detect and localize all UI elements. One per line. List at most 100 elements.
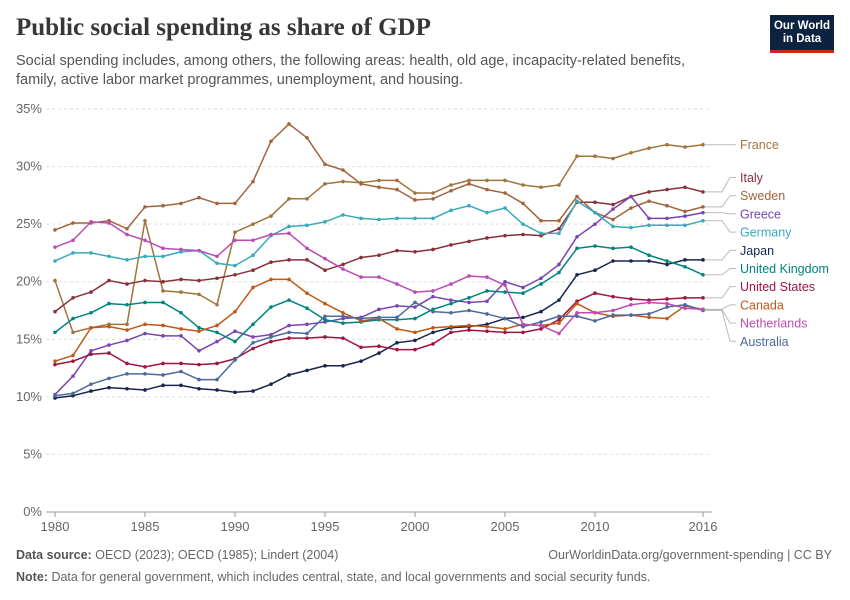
logo-line-1: Our World xyxy=(773,20,830,32)
data-point xyxy=(593,210,597,215)
data-point xyxy=(215,330,219,335)
data-point xyxy=(215,254,219,259)
data-point xyxy=(359,345,363,350)
data-point xyxy=(377,344,381,348)
data-point xyxy=(143,300,147,305)
data-point xyxy=(629,302,633,307)
data-point xyxy=(143,331,147,336)
data-point xyxy=(53,359,57,363)
data-point xyxy=(413,347,417,352)
data-point xyxy=(341,168,345,172)
data-point xyxy=(89,251,93,255)
data-point xyxy=(53,259,57,263)
data-point xyxy=(287,330,291,335)
label-connector xyxy=(705,267,736,276)
data-source-text[interactable]: OECD (2023); OECD (1985); Lindert (2004) xyxy=(95,548,339,562)
series-line xyxy=(54,292,703,368)
data-point xyxy=(413,316,417,321)
data-point xyxy=(593,319,597,323)
data-point xyxy=(593,154,597,159)
data-point xyxy=(629,206,633,210)
owid-logo[interactable]: Our World in Data xyxy=(770,15,834,53)
y-tick-label: 35% xyxy=(16,101,42,116)
data-point xyxy=(449,243,453,247)
data-point xyxy=(467,239,471,244)
series-label: Netherlands xyxy=(740,317,807,331)
data-point xyxy=(395,327,399,331)
data-point xyxy=(485,236,489,240)
data-point xyxy=(125,386,129,391)
data-point xyxy=(557,231,561,236)
data-point xyxy=(593,200,597,205)
data-point xyxy=(125,226,129,231)
data-point xyxy=(341,213,345,217)
data-point xyxy=(431,330,435,335)
data-point xyxy=(611,308,615,313)
data-point xyxy=(377,178,381,183)
series-label: Japan xyxy=(740,244,774,258)
data-point xyxy=(215,361,219,366)
data-point xyxy=(395,340,399,345)
data-point xyxy=(197,349,201,353)
data-point xyxy=(323,335,327,339)
data-point xyxy=(269,335,273,339)
y-tick-label: 0% xyxy=(23,504,42,519)
data-point xyxy=(107,343,111,347)
source-url[interactable]: OurWorldinData.org/government-spending |… xyxy=(548,548,832,562)
data-point xyxy=(557,270,561,275)
data-point xyxy=(413,216,417,221)
data-point xyxy=(413,191,417,195)
data-point xyxy=(197,362,201,367)
data-point xyxy=(395,248,399,253)
data-point xyxy=(593,268,597,273)
x-tick-label: 1990 xyxy=(221,519,250,534)
data-point xyxy=(647,315,651,320)
data-point xyxy=(287,258,291,262)
data-point xyxy=(539,327,543,331)
data-point xyxy=(71,353,75,358)
data-point xyxy=(647,199,651,203)
data-point xyxy=(161,289,165,293)
data-point xyxy=(593,244,597,248)
data-point xyxy=(431,294,435,299)
data-point xyxy=(125,282,129,286)
data-point xyxy=(215,339,219,344)
data-point xyxy=(71,374,75,378)
data-point xyxy=(449,298,453,302)
data-point xyxy=(701,218,705,223)
data-point xyxy=(665,297,669,301)
data-point xyxy=(251,268,255,273)
data-point xyxy=(71,391,75,396)
data-point xyxy=(323,220,327,224)
data-point xyxy=(233,201,237,206)
data-point xyxy=(557,317,561,322)
y-tick-label: 25% xyxy=(16,216,42,231)
data-point xyxy=(593,291,597,296)
data-point xyxy=(143,388,147,392)
data-point xyxy=(683,214,687,218)
data-point xyxy=(575,154,579,159)
data-point xyxy=(449,330,453,335)
y-tick-label: 5% xyxy=(23,446,42,461)
data-point xyxy=(197,292,201,297)
data-point xyxy=(395,304,399,308)
series-lines xyxy=(53,122,705,400)
data-point xyxy=(557,218,561,223)
label-connector xyxy=(705,286,736,299)
data-point xyxy=(233,309,237,314)
data-point xyxy=(449,208,453,213)
data-point xyxy=(323,162,327,167)
data-point xyxy=(89,220,93,224)
y-tick-label: 30% xyxy=(16,159,42,174)
label-connector xyxy=(705,304,736,310)
data-point xyxy=(503,233,507,238)
data-point xyxy=(665,316,669,321)
data-point xyxy=(647,216,651,221)
data-point xyxy=(269,339,273,344)
data-point xyxy=(611,207,615,211)
y-axis-ticks: 0% 5% 10% 15% 20% 25% 30% 35% xyxy=(16,101,42,519)
data-point xyxy=(215,377,219,382)
data-point xyxy=(413,198,417,202)
data-point xyxy=(161,361,165,366)
